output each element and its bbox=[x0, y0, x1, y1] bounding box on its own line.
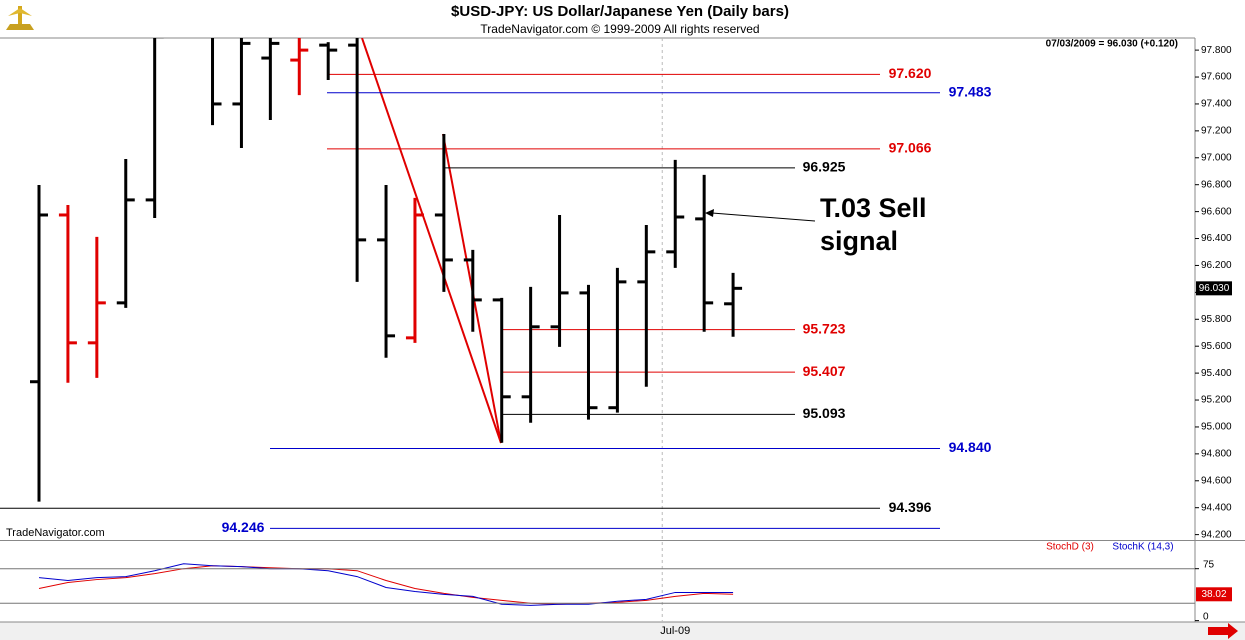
y-tick-label: 0 bbox=[1203, 611, 1209, 622]
annotation: T.03 Sell signal bbox=[820, 193, 927, 256]
logo bbox=[6, 6, 34, 30]
last-value-box bbox=[1196, 587, 1232, 602]
arrow-head bbox=[705, 209, 714, 217]
y-tick-label: 95.400 bbox=[1201, 368, 1232, 379]
y-tick-label: 96.200 bbox=[1201, 260, 1232, 271]
level-label: 95.407 bbox=[803, 363, 846, 379]
y-tick-label: 97.000 bbox=[1201, 152, 1232, 163]
y-tick-label: 95.000 bbox=[1201, 422, 1232, 433]
bars bbox=[30, 38, 743, 502]
level-label: 97.066 bbox=[889, 140, 932, 156]
y-tick-label: 94.200 bbox=[1201, 529, 1232, 540]
title: $USD-JPY: US Dollar/Japanese Yen (Daily … bbox=[451, 3, 789, 20]
stoch-line bbox=[38, 565, 734, 605]
subtitle: TradeNavigator.com © 1999-2009 All right… bbox=[480, 22, 759, 36]
level-label: 94.840 bbox=[949, 439, 992, 455]
legend-entry: StochD (3) bbox=[1046, 542, 1094, 553]
watermark: TradeNavigator.com bbox=[6, 527, 105, 539]
last-price-label: 96.030 bbox=[1199, 283, 1230, 294]
y-tick-label: 96.800 bbox=[1201, 179, 1232, 190]
level-label: 95.723 bbox=[803, 320, 846, 336]
y-tick-label: 75 bbox=[1203, 559, 1215, 570]
y-tick-label: 97.800 bbox=[1201, 45, 1232, 56]
level-label: 94.246 bbox=[222, 519, 265, 535]
level-label: 96.925 bbox=[803, 159, 846, 175]
y-tick-label: 95.200 bbox=[1201, 395, 1232, 406]
y-tick-label: 97.200 bbox=[1201, 126, 1232, 137]
y-tick-label: 94.800 bbox=[1201, 449, 1232, 460]
last-value-label: 38.02 bbox=[1201, 589, 1226, 600]
stoch-line bbox=[38, 563, 734, 606]
level-label: 97.483 bbox=[949, 83, 992, 99]
legend-entry: StochK (14,3) bbox=[1112, 542, 1173, 553]
y-tick-label: 96.600 bbox=[1201, 206, 1232, 217]
level-label: 95.093 bbox=[803, 405, 846, 421]
y-tick-label: 95.800 bbox=[1201, 314, 1232, 325]
y-tick-label: 95.600 bbox=[1201, 341, 1232, 352]
x-axis-band bbox=[0, 622, 1245, 640]
y-tick-label: 94.400 bbox=[1201, 502, 1232, 513]
stoch-lines bbox=[38, 563, 734, 606]
y-tick-label: 96.400 bbox=[1201, 233, 1232, 244]
scroll-arrow[interactable] bbox=[1208, 623, 1238, 639]
level-label: 97.620 bbox=[889, 65, 932, 81]
header: 07/03/2009 = 96.030 (+0.120) bbox=[1046, 39, 1178, 50]
level-label: 94.396 bbox=[889, 499, 932, 515]
y-tick-label: 97.400 bbox=[1201, 99, 1232, 110]
y-tick-label: 94.600 bbox=[1201, 475, 1232, 486]
x-tick-label: Jul-09 bbox=[660, 625, 690, 637]
annotation-arrow bbox=[711, 212, 816, 222]
last-price-box bbox=[1196, 281, 1232, 296]
trend-line bbox=[361, 38, 502, 444]
y-tick-label: 97.600 bbox=[1201, 72, 1232, 83]
